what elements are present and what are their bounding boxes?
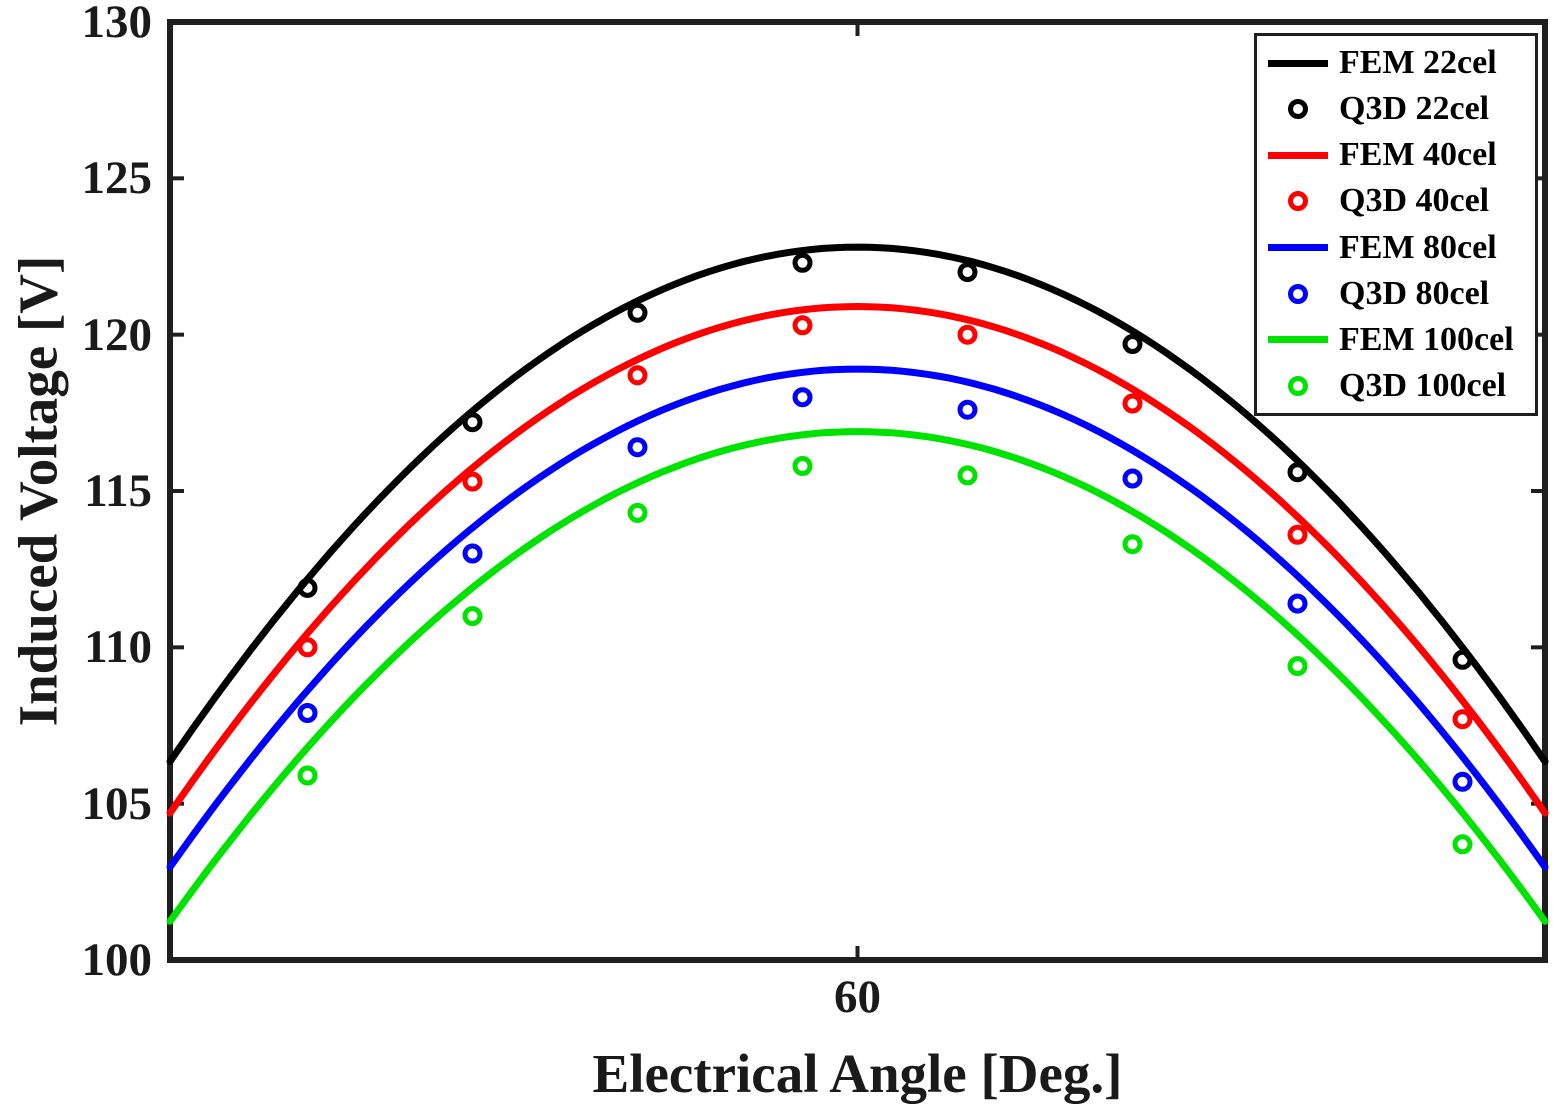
y-tick-label: 125: [81, 152, 153, 205]
legend-circle-icon: [1257, 283, 1339, 304]
q3d-markers-q3d-100cel: [297, 456, 1473, 855]
q3d-marker: [297, 637, 318, 658]
legend-label: FEM 100cel: [1339, 320, 1514, 358]
q3d-marker: [1287, 462, 1308, 483]
q3d-marker: [627, 365, 648, 386]
q3d-marker: [1452, 771, 1473, 792]
legend-entry-fem-80cel: FEM 80cel: [1257, 226, 1535, 270]
q3d-marker: [627, 502, 648, 523]
legend-entry-q3d-40cel: Q3D 40cel: [1257, 179, 1535, 223]
legend: FEM 22cel Q3D 22cel FEM 40cel Q3D 40cel FEM …: [1254, 33, 1538, 416]
fem-curve-fem-80cel: [166, 365, 1549, 871]
legend-line-icon: [1257, 244, 1339, 252]
legend-circle-icon: [1257, 99, 1339, 120]
x-tick-label: 60: [834, 971, 881, 1023]
q3d-marker: [1452, 649, 1473, 670]
legend-label: FEM 80cel: [1339, 228, 1497, 266]
q3d-marker: [462, 606, 483, 627]
y-tick-label: 105: [81, 777, 153, 830]
q3d-marker: [462, 412, 483, 433]
legend-label: Q3D 100cel: [1339, 366, 1507, 404]
fem-curve-fem-100cel: [166, 428, 1549, 925]
q3d-marker: [1452, 709, 1473, 730]
legend-line-icon: [1257, 336, 1339, 344]
q3d-marker: [792, 252, 813, 273]
legend-line-icon: [1257, 151, 1339, 159]
q3d-marker: [957, 262, 978, 283]
y-axis-label: Induced Voltage [V]: [7, 255, 69, 727]
q3d-marker: [792, 315, 813, 336]
y-tick-label: 110: [84, 621, 152, 674]
q3d-marker: [1122, 334, 1143, 354]
legend-label: Q3D 40cel: [1339, 182, 1490, 220]
legend-entry-fem-22cel: FEM 22cel: [1257, 41, 1535, 85]
legend-entry-q3d-80cel: Q3D 80cel: [1257, 272, 1535, 316]
q3d-marker: [462, 543, 483, 564]
fem-curve-fem-22cel: [166, 243, 1549, 765]
legend-entry-q3d-22cel: Q3D 22cel: [1257, 87, 1535, 131]
y-tick-label: 130: [81, 0, 153, 48]
q3d-marker: [297, 577, 318, 598]
q3d-marker: [1287, 593, 1308, 614]
legend-label: Q3D 22cel: [1339, 90, 1490, 128]
q3d-marker: [957, 399, 978, 420]
q3d-marker: [957, 324, 978, 345]
q3d-marker: [297, 765, 318, 786]
legend-circle-icon: [1257, 191, 1339, 212]
q3d-marker: [627, 437, 648, 458]
q3d-marker: [792, 456, 813, 476]
q3d-marker: [627, 302, 648, 323]
legend-label: FEM 40cel: [1339, 136, 1497, 174]
legend-label: FEM 22cel: [1339, 44, 1497, 82]
legend-label: Q3D 80cel: [1339, 274, 1490, 312]
q3d-marker: [1287, 656, 1308, 677]
q3d-marker: [1452, 834, 1473, 855]
q3d-markers-q3d-40cel: [297, 315, 1473, 730]
q3d-markers-q3d-22cel: [297, 252, 1473, 670]
y-tick-label: 115: [84, 465, 152, 517]
q3d-marker: [792, 387, 813, 408]
q3d-marker: [957, 465, 978, 486]
q3d-marker: [1122, 468, 1143, 489]
fem-curve-fem-40cel: [166, 302, 1549, 817]
q3d-marker: [1287, 524, 1308, 545]
y-tick-label: 100: [81, 934, 153, 986]
y-tick-label: 120: [81, 308, 153, 361]
q3d-markers-q3d-80cel: [297, 387, 1473, 792]
x-axis-label: Electrical Angle [Deg.]: [592, 1043, 1123, 1104]
legend-entry-q3d-100cel: Q3D 100cel: [1257, 364, 1535, 408]
q3d-marker: [297, 703, 318, 723]
legend-line-icon: [1257, 59, 1339, 67]
q3d-marker: [1122, 534, 1143, 555]
q3d-marker: [462, 471, 483, 492]
legend-entry-fem-40cel: FEM 40cel: [1257, 133, 1535, 177]
axes-box: [167, 19, 1548, 963]
legend-circle-icon: [1257, 375, 1339, 396]
legend-entry-fem-100cel: FEM 100cel: [1257, 318, 1535, 362]
q3d-marker: [1122, 393, 1143, 414]
